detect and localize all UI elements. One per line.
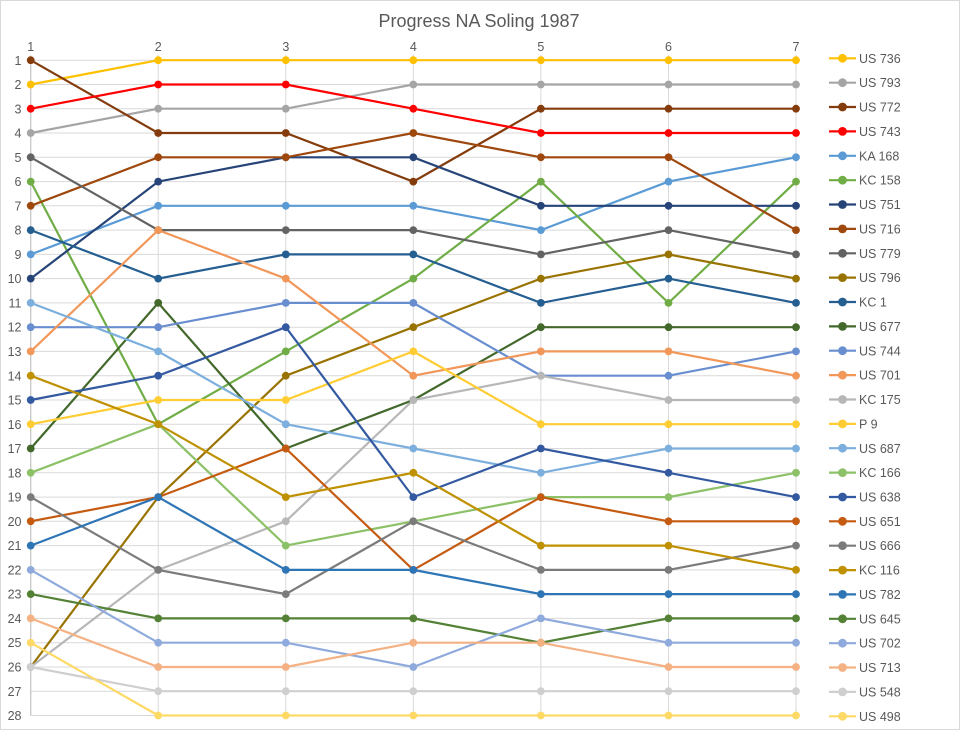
svg-text:28: 28 (8, 709, 22, 723)
svg-text:Progress NA Soling 1987: Progress NA Soling 1987 (378, 11, 579, 31)
svg-text:US 796: US 796 (859, 271, 901, 285)
svg-text:US 666: US 666 (859, 539, 901, 553)
svg-text:US 782: US 782 (859, 588, 901, 602)
svg-text:11: 11 (9, 296, 22, 310)
svg-text:US 772: US 772 (859, 101, 901, 115)
svg-text:25: 25 (8, 636, 22, 650)
svg-text:US 736: US 736 (859, 52, 901, 66)
svg-text:US 548: US 548 (859, 686, 901, 700)
svg-text:1: 1 (27, 40, 34, 54)
svg-text:16: 16 (8, 418, 22, 432)
svg-text:US 744: US 744 (859, 344, 901, 358)
svg-text:US 743: US 743 (859, 125, 901, 139)
svg-text:6: 6 (15, 175, 22, 189)
svg-text:2: 2 (155, 40, 162, 54)
svg-text:8: 8 (15, 224, 22, 238)
svg-text:20: 20 (8, 515, 22, 529)
svg-text:US 687: US 687 (859, 442, 901, 456)
svg-text:18: 18 (8, 466, 22, 480)
svg-text:KC 166: KC 166 (859, 466, 901, 480)
svg-text:17: 17 (8, 442, 22, 456)
svg-text:3: 3 (15, 102, 22, 116)
svg-text:6: 6 (665, 40, 672, 54)
svg-text:KC 1: KC 1 (859, 296, 887, 310)
svg-text:US 716: US 716 (859, 222, 901, 236)
svg-text:10: 10 (8, 272, 22, 286)
svg-text:KC 116: KC 116 (859, 564, 900, 578)
svg-text:23: 23 (8, 588, 22, 602)
svg-text:3: 3 (282, 40, 289, 54)
svg-text:US 779: US 779 (859, 247, 901, 261)
svg-text:9: 9 (15, 248, 22, 262)
svg-text:21: 21 (8, 539, 22, 553)
svg-text:US 638: US 638 (859, 491, 901, 505)
svg-text:22: 22 (8, 563, 22, 577)
svg-text:4: 4 (410, 40, 417, 54)
svg-text:14: 14 (8, 369, 22, 383)
svg-text:4: 4 (15, 127, 22, 141)
svg-text:US 702: US 702 (859, 637, 901, 651)
svg-text:19: 19 (8, 491, 22, 505)
svg-text:1: 1 (15, 54, 22, 68)
svg-text:US 793: US 793 (859, 76, 901, 90)
svg-text:US 651: US 651 (859, 515, 901, 529)
svg-text:7: 7 (15, 199, 22, 213)
svg-text:24: 24 (8, 612, 22, 626)
svg-text:P 9: P 9 (859, 417, 878, 431)
svg-text:27: 27 (8, 685, 22, 699)
svg-text:KC 158: KC 158 (859, 174, 901, 188)
svg-text:7: 7 (793, 40, 800, 54)
svg-text:13: 13 (8, 345, 22, 359)
svg-text:US 677: US 677 (859, 320, 901, 334)
svg-text:26: 26 (8, 661, 22, 675)
svg-text:5: 5 (537, 40, 544, 54)
svg-text:KC 175: KC 175 (859, 393, 901, 407)
svg-text:US 645: US 645 (859, 612, 901, 626)
svg-text:2: 2 (15, 78, 22, 92)
svg-text:US 751: US 751 (859, 198, 901, 212)
svg-text:KA 168: KA 168 (859, 149, 899, 163)
svg-text:15: 15 (8, 394, 22, 408)
svg-text:5: 5 (15, 151, 22, 165)
svg-text:12: 12 (8, 321, 22, 335)
svg-text:US 498: US 498 (859, 710, 901, 724)
svg-text:US 713: US 713 (859, 661, 901, 675)
svg-text:US 701: US 701 (859, 369, 901, 383)
